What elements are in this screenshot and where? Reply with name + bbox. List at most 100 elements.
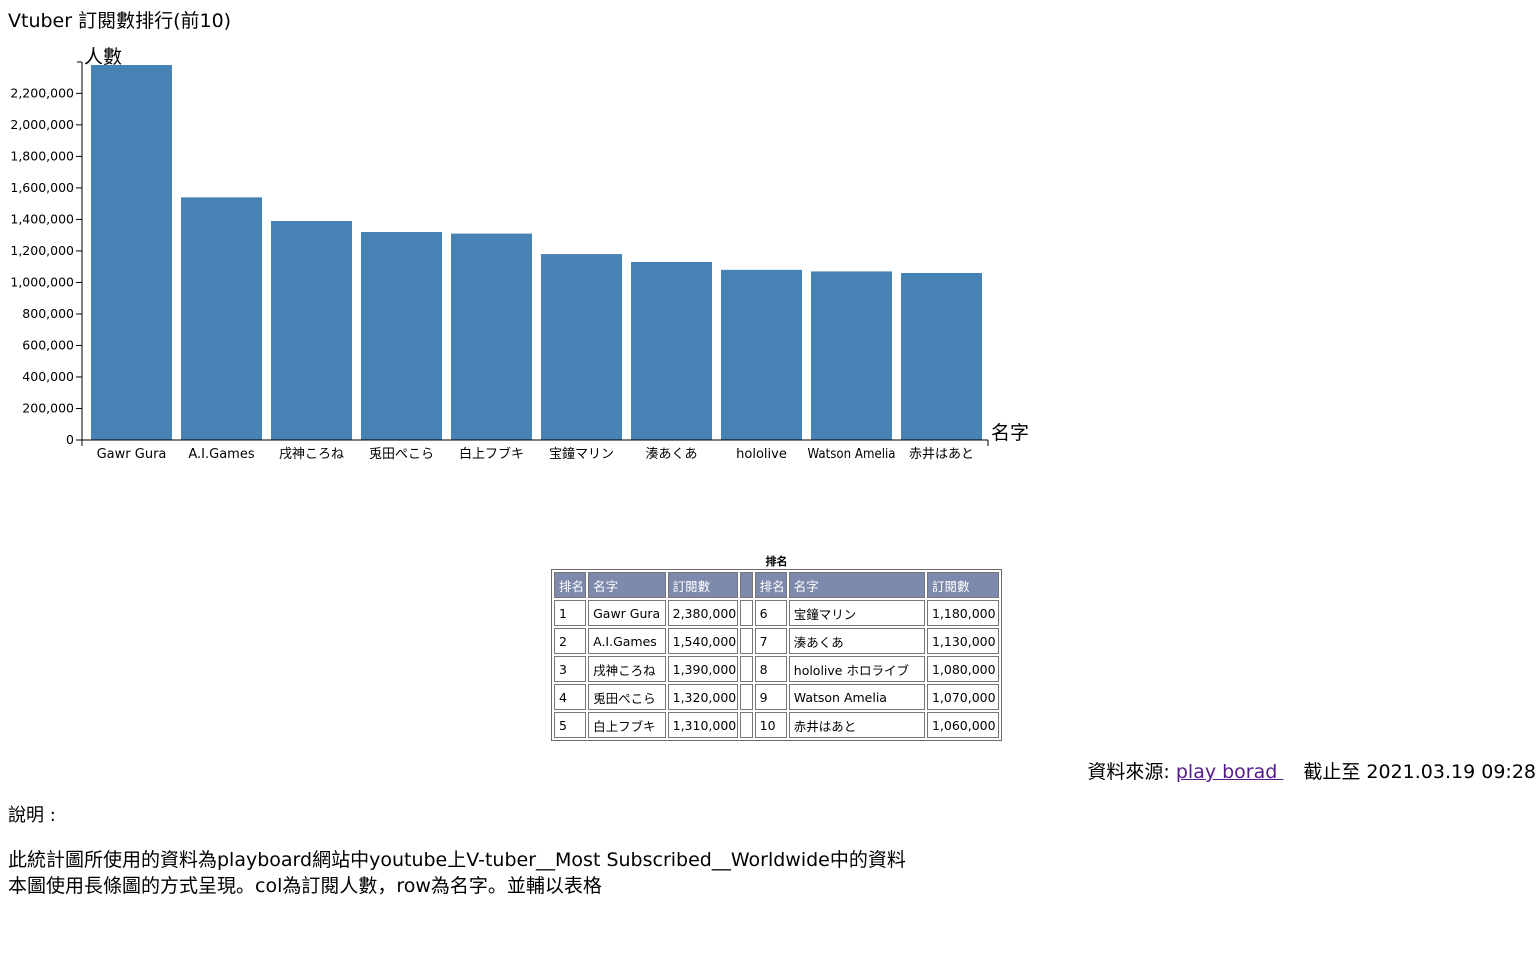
table-cell: 1 — [554, 600, 587, 626]
bars-layer — [91, 65, 982, 440]
y-axis: 0 200,000 400,000 600,000 800,000 1,000,000 1,… — [10, 61, 83, 447]
y-tick: 1,000,000 — [10, 274, 82, 289]
y-tick: 2,200,000 — [10, 85, 82, 100]
x-tick-label: A.I.Games — [188, 447, 254, 462]
x-axis: Gawr Gura A.I.Games 戌神ころね 兎田ぺこら 白上フブキ 宝鐘マリン 湊あ… — [81, 439, 989, 462]
table-cell: 1,390,000 — [667, 656, 739, 682]
page-title: Vtuber 訂閱數排行(前10) — [8, 10, 232, 32]
x-tick-label: 白上フブキ — [459, 446, 524, 462]
table-header-cell — [740, 572, 753, 598]
y-tick-label: 1,800,000 — [10, 148, 74, 163]
table-cell — [740, 628, 753, 654]
y-tick-label: 600,000 — [22, 337, 74, 352]
as-of-date: 截止至 2021.03.19 09:28 — [1303, 761, 1536, 783]
table-cell: 7 — [754, 628, 787, 654]
source-link[interactable]: play borad — [1175, 761, 1284, 783]
x-tick-label: 宝鐘マリン — [549, 446, 614, 462]
y-tick: 2,000,000 — [10, 117, 82, 132]
y-tick-label: 400,000 — [22, 369, 74, 384]
table-row: 1 Gawr Gura 2,380,000 6 宝鐘マリン 1,180,000 — [554, 600, 999, 626]
bar-3 — [271, 220, 352, 440]
y-tick-label: 0 — [66, 432, 74, 447]
table-cell: Watson Amelia — [788, 684, 925, 710]
bar-9 — [811, 271, 892, 440]
y-tick: 800,000 — [22, 306, 82, 321]
table-header-cell: 訂閱數 — [667, 572, 739, 598]
table-header-row: 排名 名字 訂閱數 排名 名字 訂閱數 — [554, 572, 999, 598]
y-tick-label: 2,200,000 — [10, 85, 74, 100]
table-cell: 1,540,000 — [667, 628, 739, 654]
y-tick-label: 800,000 — [22, 306, 74, 321]
x-tick: 白上フブキ — [459, 446, 524, 462]
table-cell: hololive ホロライブ — [788, 656, 925, 682]
y-tick-label: 1,400,000 — [10, 211, 74, 226]
y-tick-label: 1,000,000 — [10, 274, 74, 289]
table-cell — [740, 656, 753, 682]
y-axis-title: 人數 — [84, 46, 122, 68]
table-cell: Gawr Gura — [588, 600, 666, 626]
y-tick-label: 1,600,000 — [10, 180, 74, 195]
table-cell: 8 — [754, 656, 787, 682]
table-cell: A.I.Games — [588, 628, 666, 654]
x-tick: 湊あくあ — [645, 447, 697, 462]
table-header-cell: 名字 — [788, 572, 925, 598]
data-source: 資料來源: play borad 截止至 2021.03.19 09:28 — [1087, 757, 1536, 784]
table-cell: 5 — [554, 712, 587, 738]
x-tick: 戌神ころね — [279, 447, 344, 462]
bar-6 — [541, 254, 622, 440]
x-tick-label: Gawr Gura — [97, 447, 167, 462]
x-tick-label: Watson Amelia — [808, 447, 896, 462]
y-tick: 400,000 — [22, 369, 82, 384]
table-cell: 1,320,000 — [667, 684, 739, 710]
ranking-table: 排名 名字 訂閱數 排名 名字 訂閱數 1 Gawr Gura 2,380,000 6 宝鐘マリン… — [551, 569, 1002, 741]
source-label: 資料來源: — [1087, 761, 1176, 783]
y-tick: 200,000 — [22, 400, 82, 415]
x-tick: Gawr Gura — [97, 447, 167, 462]
x-tick: hololive — [736, 447, 787, 462]
x-tick: A.I.Games — [188, 447, 254, 462]
table-header-cell: 名字 — [588, 572, 666, 598]
table-cell: 3 — [554, 656, 587, 682]
y-tick: 1,200,000 — [10, 243, 82, 258]
x-tick-label: 湊あくあ — [645, 447, 697, 462]
bar-4 — [361, 232, 442, 440]
bar-10 — [901, 272, 982, 440]
table-row: 2 A.I.Games 1,540,000 7 湊あくあ 1,130,000 — [554, 628, 999, 654]
table-cell: 白上フブキ — [588, 712, 666, 738]
x-tick-label: 戌神ころね — [279, 447, 344, 462]
table-cell — [740, 600, 753, 626]
table-cell: 宝鐘マリン — [788, 600, 925, 626]
table-cell: 9 — [754, 684, 787, 710]
table-header-cell: 排名 — [754, 572, 787, 598]
table-cell: 4 — [554, 684, 587, 710]
x-tick: Watson Amelia — [808, 447, 896, 462]
x-tick: 宝鐘マリン — [549, 446, 614, 462]
table-row: 3 戌神ころね 1,390,000 8 hololive ホロライブ 1,080,000 — [554, 656, 999, 682]
x-tick: 兎田ぺこら — [369, 447, 434, 462]
table-cell: 1,310,000 — [667, 712, 739, 738]
table-cell: 1,130,000 — [926, 628, 999, 654]
bar-7 — [631, 261, 712, 440]
table-cell — [740, 684, 753, 710]
table-caption: 排名 — [765, 555, 788, 568]
table-cell: 6 — [754, 600, 787, 626]
y-tick: 1,400,000 — [10, 211, 82, 226]
table-row: 4 兎田ぺこら 1,320,000 9 Watson Amelia 1,070,000 — [554, 684, 999, 710]
x-tick: 赤井はあと — [909, 447, 974, 462]
description-heading: 說明 : — [8, 805, 56, 826]
x-tick-label: 赤井はあと — [909, 447, 974, 462]
table-cell: 1,060,000 — [926, 712, 999, 738]
description-line-1: 此統計圖所使用的資料為playboard網站中youtube上V-tuber__… — [8, 849, 906, 871]
y-tick-label: 200,000 — [22, 400, 74, 415]
table-cell: 10 — [754, 712, 787, 738]
table-cell — [740, 712, 753, 738]
table-cell: 赤井はあと — [788, 712, 925, 738]
table-cell: 1,070,000 — [926, 684, 999, 710]
table-body: 1 Gawr Gura 2,380,000 6 宝鐘マリン 1,180,000 2 A.I.G… — [554, 600, 999, 738]
table-header-cell: 排名 — [554, 572, 587, 598]
table-cell: 兎田ぺこら — [588, 684, 666, 710]
bar-1 — [91, 65, 172, 440]
x-tick-label: 兎田ぺこら — [369, 447, 434, 462]
table-cell: 湊あくあ — [788, 628, 925, 654]
table-cell: 戌神ころね — [588, 656, 666, 682]
